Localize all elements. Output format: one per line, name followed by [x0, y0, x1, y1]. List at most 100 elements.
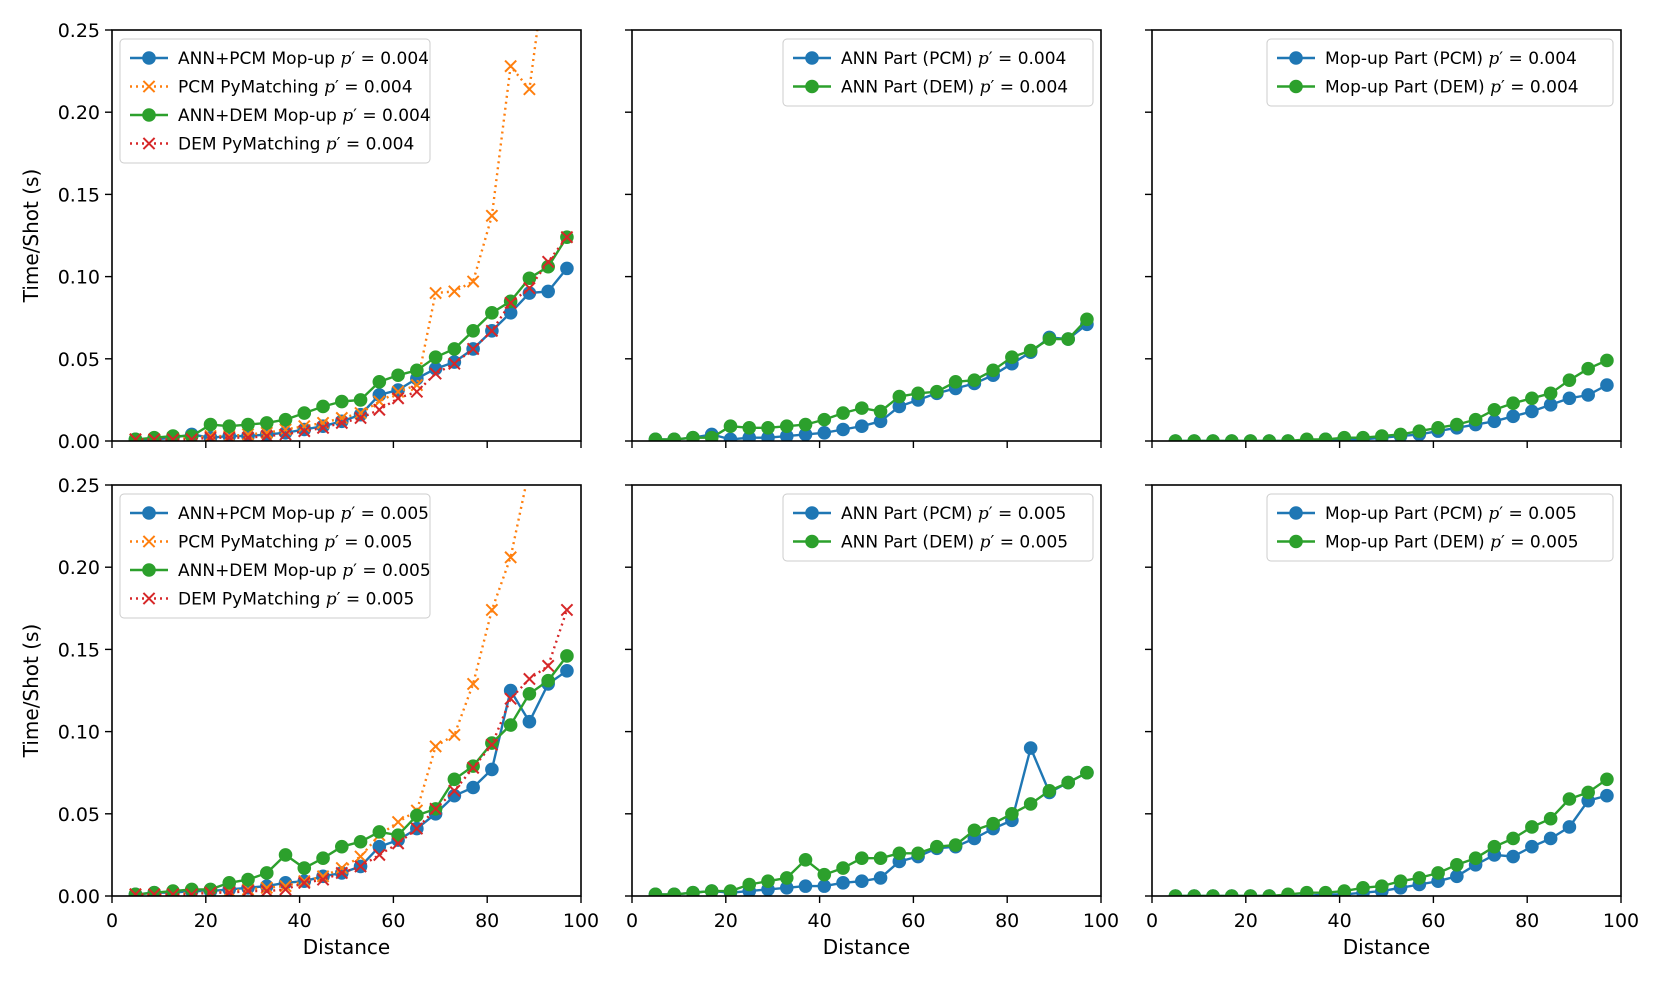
data-point	[1468, 851, 1483, 865]
legend-label: DEM PyMatching p′ = 0.004	[178, 135, 414, 155]
data-point	[1562, 373, 1577, 387]
legend-p-value: 0.005	[1018, 504, 1067, 524]
x-tick-label: 0	[106, 910, 118, 932]
data-point	[1356, 880, 1370, 895]
data-point	[686, 885, 700, 896]
legend-p-value: 0.005	[366, 590, 415, 610]
legend-marker	[142, 535, 156, 548]
data-point	[503, 294, 518, 309]
data-point	[1042, 332, 1057, 346]
x-tick-label: 40	[288, 910, 312, 932]
data-point	[524, 463, 535, 474]
data-point	[391, 815, 405, 829]
legend-p-prime: ′ =	[337, 590, 366, 610]
data-point	[1299, 432, 1314, 441]
legend-p-value: 0.004	[366, 135, 415, 155]
legend-p-symbol: p	[326, 135, 337, 155]
series-red	[129, 230, 574, 441]
series-line	[135, 267, 568, 441]
data-point	[1318, 885, 1333, 896]
data-point	[1525, 404, 1539, 419]
series-line	[135, 655, 568, 896]
data-point	[892, 846, 907, 861]
data-point	[391, 837, 405, 850]
data-point	[297, 861, 312, 875]
legend-marker	[1289, 79, 1303, 94]
data-point	[447, 355, 462, 369]
data-point	[648, 432, 663, 441]
data-point	[335, 866, 349, 880]
legend-item: PCM PyMatching p′ = 0.004	[130, 78, 413, 98]
data-point	[166, 429, 180, 441]
series-line	[655, 771, 1088, 896]
data-point	[410, 808, 424, 823]
legend-series-name: ANN Part (DEM)	[841, 78, 980, 98]
data-point	[429, 286, 442, 300]
data-point	[836, 876, 850, 890]
data-point	[1206, 889, 1220, 896]
data-point	[522, 686, 537, 701]
y-axis-label: Time/Shot (s)	[19, 169, 43, 304]
data-point	[1543, 386, 1558, 401]
data-point	[1080, 312, 1094, 327]
axes-frame	[111, 29, 582, 442]
data-point	[297, 424, 311, 438]
data-point	[353, 393, 368, 407]
data-point	[798, 879, 813, 893]
data-point	[1525, 839, 1539, 854]
axes-frame	[111, 484, 582, 897]
data-point	[1525, 820, 1539, 834]
y-tick-label: 0.25	[58, 475, 100, 497]
data-point	[485, 738, 499, 752]
y-tick-label: 0.00	[58, 431, 100, 453]
chart-panel-bottom-left: 0.00 0.05 0.10 0.15 0.20 0.25 0 20 40 60 80 100 Dist…	[19, 463, 599, 959]
data-point	[448, 285, 461, 298]
legend-p-prime: ′ =	[353, 106, 382, 126]
data-point	[873, 404, 888, 419]
legend-marker	[805, 51, 819, 65]
data-point	[204, 886, 217, 896]
legend-p-value: 0.004	[1019, 78, 1068, 98]
data-point	[166, 433, 180, 441]
legend-label: PCM PyMatching p′ = 0.005	[178, 533, 413, 553]
legend-marker	[805, 79, 819, 94]
y-tick-label: 0.20	[58, 102, 100, 124]
legend-item: DEM PyMatching p′ = 0.004	[130, 135, 414, 155]
x-axis-label: Distance	[303, 935, 390, 959]
data-point	[1543, 398, 1558, 412]
data-point	[930, 384, 944, 399]
legend-p-prime: ′ =	[1499, 49, 1528, 69]
data-point	[222, 431, 236, 441]
legend-label: DEM PyMatching p′ = 0.005	[178, 590, 414, 610]
legend-p-symbol: p	[1490, 533, 1501, 553]
x-tick-label: 0	[1146, 910, 1158, 932]
data-point	[1450, 869, 1464, 884]
data-point	[817, 425, 832, 440]
legend-label: ANN Part (PCM) p′ = 0.005	[841, 504, 1066, 524]
data-point	[335, 416, 349, 430]
legend-marker	[142, 137, 156, 150]
legend-item: ANN Part (PCM) p′ = 0.005	[793, 504, 1066, 524]
legend-series-name: Mop-up Part (DEM)	[1325, 533, 1490, 553]
y-tick-label: 0.20	[58, 557, 100, 579]
data-point	[372, 375, 387, 389]
data-point	[241, 884, 255, 896]
series-green	[128, 230, 574, 441]
legend-series-name: ANN Part (PCM)	[841, 49, 978, 69]
y-axis-label: Time/Shot (s)	[19, 624, 43, 759]
legend-p-symbol: p	[1490, 78, 1501, 98]
y-tick-label: 0.10	[58, 722, 100, 744]
legend-p-prime: ′ =	[335, 533, 364, 553]
data-point	[316, 873, 330, 886]
legend-p-value: 0.004	[380, 49, 429, 69]
data-point	[372, 825, 387, 839]
data-point	[1600, 772, 1614, 787]
data-point	[541, 673, 555, 688]
y-tick-label: 0.10	[58, 267, 100, 289]
data-point	[279, 879, 292, 893]
legend-item: ANN Part (DEM) p′ = 0.004	[793, 78, 1068, 98]
data-point	[504, 692, 517, 706]
